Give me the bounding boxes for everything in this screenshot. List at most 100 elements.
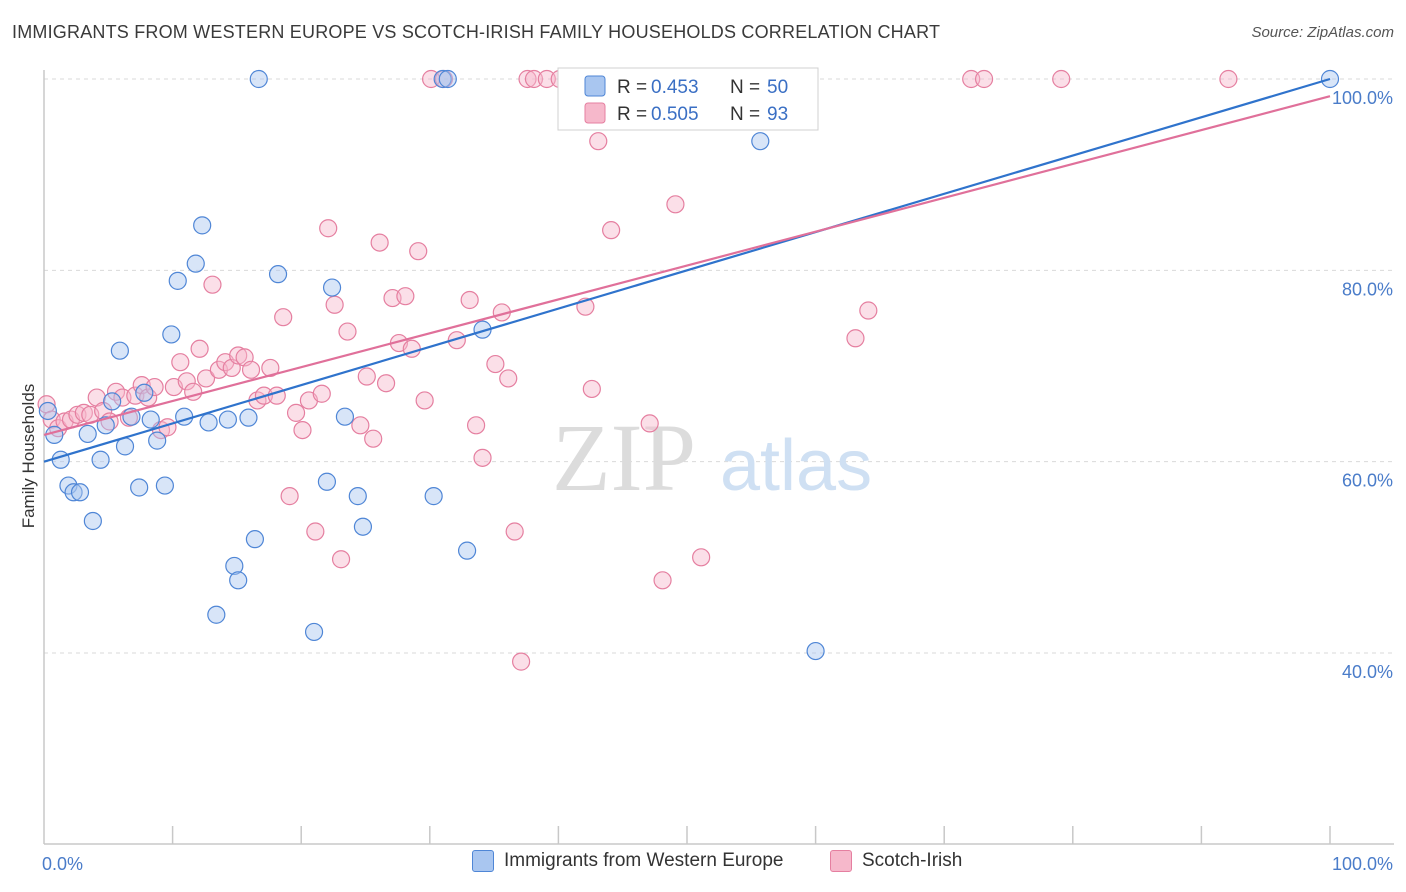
western-europe-point (96, 416, 115, 435)
scotch-irish-point (846, 329, 865, 348)
legend-swatch-blue (472, 850, 494, 872)
scotch-irish-point (325, 295, 344, 314)
stats-legend: R = 0.453 N = 50 R = 0.505 N = 93 (557, 67, 819, 131)
western-europe-point (249, 69, 268, 89)
scotch-irish-point (499, 369, 518, 388)
western-europe-point (424, 487, 443, 506)
scotch-irish-point (331, 550, 351, 569)
legend-blue-swatch (584, 75, 606, 97)
scotch-irish-point (293, 420, 312, 440)
legend-pink-r-value: 0.505 (651, 104, 699, 125)
western-europe-point (168, 271, 187, 290)
scotch-irish-point (396, 287, 415, 306)
scotch-irish-trend-line (43, 95, 1331, 436)
scotch-irish-point (666, 195, 685, 214)
x-tick-labels: 0.0% 100.0% (42, 854, 1393, 874)
western-europe-point (103, 392, 122, 411)
scotch-irish-point (74, 403, 93, 422)
western-europe-point (304, 622, 324, 642)
western-europe-point (135, 383, 154, 402)
western-europe-point (245, 530, 265, 549)
western-europe-point (433, 69, 452, 89)
y-tick-label-80: 80.0% (1342, 279, 1393, 299)
legend-pink-n-value: 93 (767, 104, 788, 125)
western-europe-point (229, 571, 248, 590)
scotch-irish-point (229, 346, 248, 365)
scotch-irish-point (357, 367, 376, 386)
scotch-irish-point (145, 377, 164, 397)
legend-label-western-europe: Immigrants from Western Europe (504, 850, 784, 871)
scotch-irish-point (286, 403, 306, 422)
western-europe-point (193, 216, 212, 235)
scotch-irish-point (486, 354, 505, 374)
scotch-irish-point (859, 301, 878, 320)
scotch-irish-point (460, 290, 479, 310)
source-note: Source: ZipAtlas.com (1251, 24, 1394, 41)
western-europe-point (268, 265, 288, 284)
western-europe-point (186, 254, 205, 273)
scotch-irish-point (602, 221, 621, 240)
scotch-irish-point (68, 405, 87, 424)
scotch-irish-point (177, 372, 196, 391)
y-axis-label: Family Households (19, 384, 38, 529)
chart-title: IMMIGRANTS FROM WESTERN EUROPE VS SCOTCH… (12, 22, 941, 42)
scotch-irish-point (518, 69, 537, 89)
legend-blue-n-value: 50 (767, 77, 788, 98)
western-europe-point (225, 556, 244, 576)
western-europe-point (162, 325, 181, 344)
scotch-irish-point (537, 69, 556, 89)
scotch-irish-point (241, 360, 261, 379)
scotch-irish-point (306, 522, 325, 541)
western-europe-point (70, 483, 90, 502)
x-tick-label-0: 0.0% (42, 854, 83, 874)
western-europe-point (64, 483, 83, 502)
scotch-irish-point (582, 379, 601, 399)
scotch-irish-point (692, 548, 711, 567)
scotch-irish-point (376, 374, 396, 393)
scotch-irish-point (203, 275, 222, 294)
western-europe-point (322, 278, 342, 297)
watermark: ZIP atlas (552, 404, 872, 511)
western-europe-point (457, 541, 477, 560)
scotch-irish-point (274, 308, 293, 327)
western-europe-point (155, 476, 174, 495)
legend-blue-r-label: R = (617, 77, 647, 98)
scotch-irish-point (505, 522, 524, 541)
bottom-legend: Immigrants from Western Europe Scotch-Ir… (0, 850, 1406, 880)
western-europe-point (78, 424, 97, 444)
axes (43, 70, 1394, 845)
western-europe-point (317, 472, 337, 491)
scotch-irish-point (640, 414, 659, 433)
scotch-irish-point (196, 369, 216, 388)
western-europe-point (130, 478, 149, 497)
scotch-irish-point (473, 448, 492, 467)
western-europe-point (148, 431, 167, 450)
scotch-irish-point (338, 322, 357, 341)
western-europe-trend-line (43, 77, 1331, 463)
western-europe-point (438, 69, 457, 89)
western-europe-points (38, 69, 1340, 661)
scotch-irish-point (415, 391, 434, 410)
legend-blue-r-value: 0.453 (651, 77, 699, 98)
y-tick-labels: 40.0% 60.0% 80.0% 100.0% (1332, 88, 1393, 682)
western-europe-point (751, 132, 770, 151)
legend-item-scotch-irish[interactable]: Scotch-Irish (830, 850, 962, 872)
scotch-irish-point (280, 487, 299, 506)
western-europe-point (199, 413, 218, 432)
scotch-irish-point (409, 242, 428, 261)
watermark-atlas: atlas (720, 426, 872, 506)
trend-lines (43, 77, 1331, 463)
legend-pink-r-label: R = (617, 104, 647, 125)
western-europe-point (218, 410, 237, 429)
western-europe-point (239, 408, 258, 427)
legend-item-western-europe[interactable]: Immigrants from Western Europe (472, 850, 783, 872)
scotch-irish-point (512, 652, 531, 671)
legend-swatch-pink (830, 850, 852, 872)
scotch-irish-point (653, 571, 672, 590)
scotch-irish-point (319, 219, 338, 238)
scotch-irish-point (1219, 69, 1238, 89)
watermark-zip: ZIP (552, 404, 696, 511)
scotch-irish-points (37, 69, 1238, 671)
legend-pink-swatch (584, 102, 606, 124)
